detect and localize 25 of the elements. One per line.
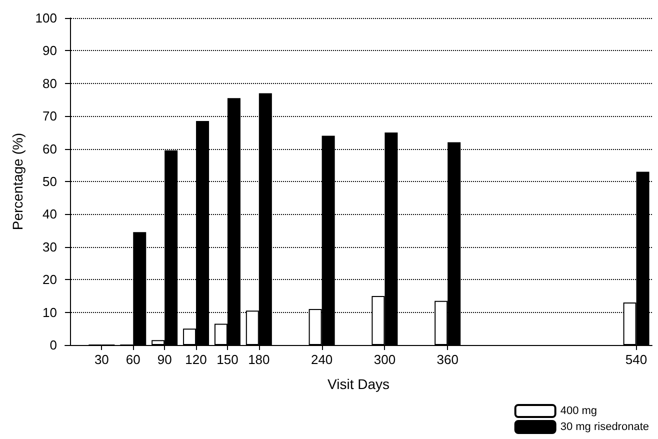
x-tick-label: 120 [185, 352, 207, 367]
y-tick-label: 60 [42, 141, 57, 156]
y-tick-label: 100 [35, 10, 57, 26]
x-tick-label: 180 [248, 352, 270, 367]
x-axis-title: Visit Days [328, 376, 390, 392]
x-tick-label: 540 [625, 352, 648, 367]
y-tick-label: 90 [42, 43, 57, 58]
y-tick-label: 30 [42, 239, 57, 254]
y-tick-label: 50 [42, 174, 57, 189]
x-tick-label: 360 [436, 352, 458, 367]
y-axis-title: Percentage (%) [9, 132, 26, 230]
x-tick-label: 90 [157, 352, 172, 367]
y-tick-label: 80 [42, 76, 57, 91]
x-tick-label: 30 [94, 352, 109, 367]
y-tick-label: 0 [50, 338, 57, 352]
y-tick-label: 20 [42, 272, 57, 288]
x-tick-label: 240 [310, 352, 333, 367]
y-tick-label: 10 [42, 304, 57, 320]
x-tick-label: 60 [126, 352, 140, 367]
x-tick-label: 150 [216, 352, 238, 367]
y-tick-label: 70 [42, 108, 57, 124]
legend-label: 30 mg risedronate [560, 421, 650, 433]
y-tick-label: 40 [42, 206, 57, 222]
legend-label: 400 mg [560, 405, 598, 417]
x-tick-label: 300 [374, 352, 396, 367]
